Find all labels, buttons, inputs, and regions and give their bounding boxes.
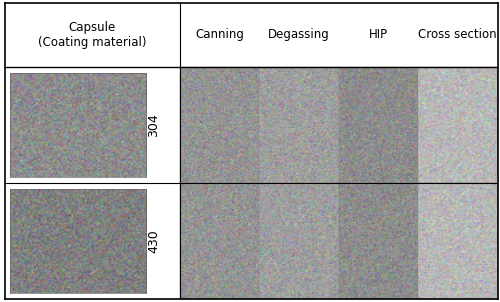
- Text: Capsule
(Coating material): Capsule (Coating material): [38, 21, 146, 49]
- Text: HIP: HIP: [369, 28, 388, 41]
- Text: Degassing: Degassing: [268, 28, 330, 41]
- Text: Canning: Canning: [195, 28, 244, 41]
- Text: 304: 304: [147, 113, 160, 137]
- Text: 430: 430: [147, 229, 160, 253]
- Text: Cross section: Cross section: [418, 28, 497, 41]
